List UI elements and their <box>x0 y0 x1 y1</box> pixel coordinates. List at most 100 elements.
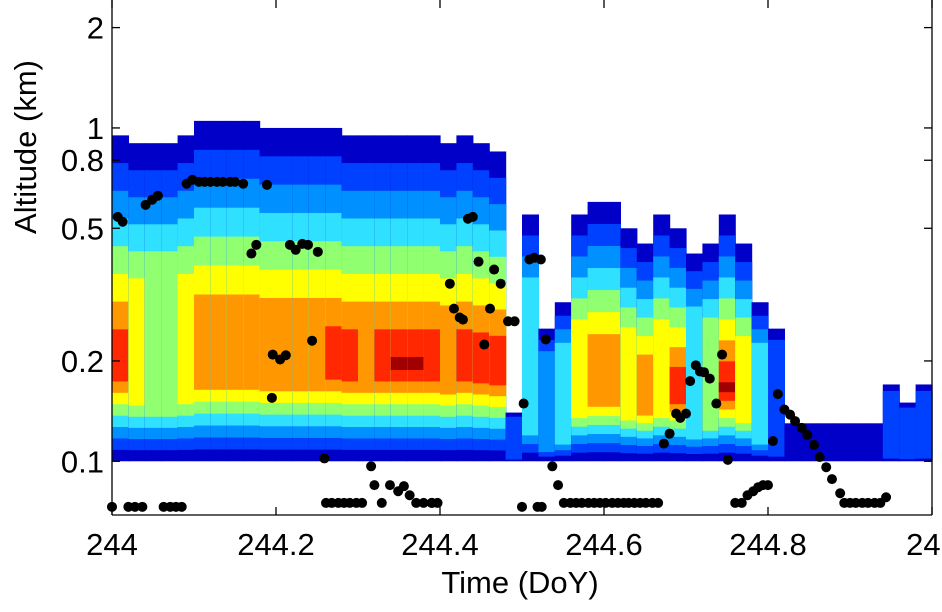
data-point <box>369 480 380 491</box>
contour-band <box>817 423 835 462</box>
data-point <box>699 367 710 378</box>
contour-band <box>325 326 343 380</box>
data-point <box>302 239 313 250</box>
contour-band <box>604 334 621 407</box>
contour-band <box>686 306 703 440</box>
data-point <box>261 179 272 190</box>
x-tick-label: 244.2 <box>237 527 315 562</box>
data-point <box>835 488 846 499</box>
data-point <box>217 176 228 187</box>
contour-band <box>358 301 375 393</box>
data-point <box>129 501 140 512</box>
contour-band <box>718 382 736 393</box>
y-tick-label: 2 <box>87 11 104 46</box>
data-point <box>444 278 455 289</box>
contour-band <box>866 423 884 462</box>
contour-band <box>653 319 671 419</box>
y-tick-label: 0.5 <box>61 211 104 246</box>
data-point <box>384 480 395 491</box>
data-point <box>366 461 377 472</box>
contour-band <box>177 273 195 405</box>
contour-band <box>144 251 162 417</box>
contour-band <box>669 366 687 405</box>
data-point <box>658 438 669 449</box>
contour-band <box>850 423 867 462</box>
contour-band <box>882 390 900 459</box>
data-point <box>448 303 459 314</box>
contour-band <box>194 294 211 390</box>
contour-band <box>587 334 605 407</box>
data-point <box>117 216 128 227</box>
contour-band <box>243 294 261 390</box>
data-point <box>290 244 301 255</box>
data-point <box>736 497 747 508</box>
data-point <box>307 335 318 346</box>
contour-band <box>128 278 146 406</box>
data-point <box>802 429 813 440</box>
contour-band <box>112 329 129 382</box>
data-point <box>685 376 696 387</box>
data-point <box>479 339 490 350</box>
data-point <box>814 452 825 463</box>
y-axis-label: Altitude (km) <box>8 60 43 234</box>
x-axis-label: Time (DoY) <box>441 565 598 600</box>
data-point <box>540 334 551 345</box>
data-point <box>266 392 277 403</box>
data-point <box>664 428 675 439</box>
x-tick-label: 244.4 <box>401 527 479 562</box>
data-point <box>267 349 278 360</box>
data-point <box>376 497 387 508</box>
contour-band <box>636 354 654 416</box>
data-point <box>808 439 819 450</box>
data-point <box>681 408 691 419</box>
y-tick-label: 1 <box>87 111 104 146</box>
data-point <box>152 190 163 201</box>
data-point <box>489 264 500 275</box>
data-point <box>767 436 778 447</box>
data-point <box>418 497 429 508</box>
contour-band <box>292 297 310 392</box>
contour-band <box>472 332 490 384</box>
contour-band <box>226 294 244 390</box>
data-point <box>518 398 529 409</box>
data-point <box>711 398 722 409</box>
data-point <box>230 176 240 187</box>
data-point <box>432 497 443 508</box>
data-point <box>536 501 547 512</box>
y-tick-label: 0.8 <box>61 143 104 178</box>
x-tick-label: 244 <box>86 527 138 562</box>
contour-band <box>620 327 638 421</box>
contour-band <box>718 361 736 401</box>
data-point <box>772 389 783 400</box>
contour-band <box>784 423 802 462</box>
data-point <box>467 211 478 222</box>
plot-area <box>107 120 933 512</box>
x-tick-label: 244.8 <box>729 527 807 562</box>
data-point <box>790 416 801 427</box>
data-point <box>796 422 807 433</box>
data-point <box>137 501 148 512</box>
data-point <box>319 453 330 464</box>
x-tick-label: 245 <box>906 527 942 562</box>
data-point <box>535 254 546 265</box>
contour-band <box>899 407 917 460</box>
data-point <box>517 501 527 512</box>
data-point <box>881 492 892 503</box>
data-point <box>457 314 468 325</box>
contour-band <box>751 342 769 445</box>
data-point <box>509 316 520 327</box>
contour-band <box>390 329 408 382</box>
data-point <box>176 501 187 512</box>
data-point <box>653 497 664 508</box>
data-point <box>495 278 506 289</box>
data-point <box>704 373 715 384</box>
data-point <box>826 474 837 485</box>
data-point <box>722 454 733 465</box>
contour-band <box>505 416 523 460</box>
contour-band <box>538 351 556 452</box>
data-point <box>404 490 415 501</box>
contour-band <box>341 329 359 382</box>
y-tick-label: 0.2 <box>61 344 104 379</box>
